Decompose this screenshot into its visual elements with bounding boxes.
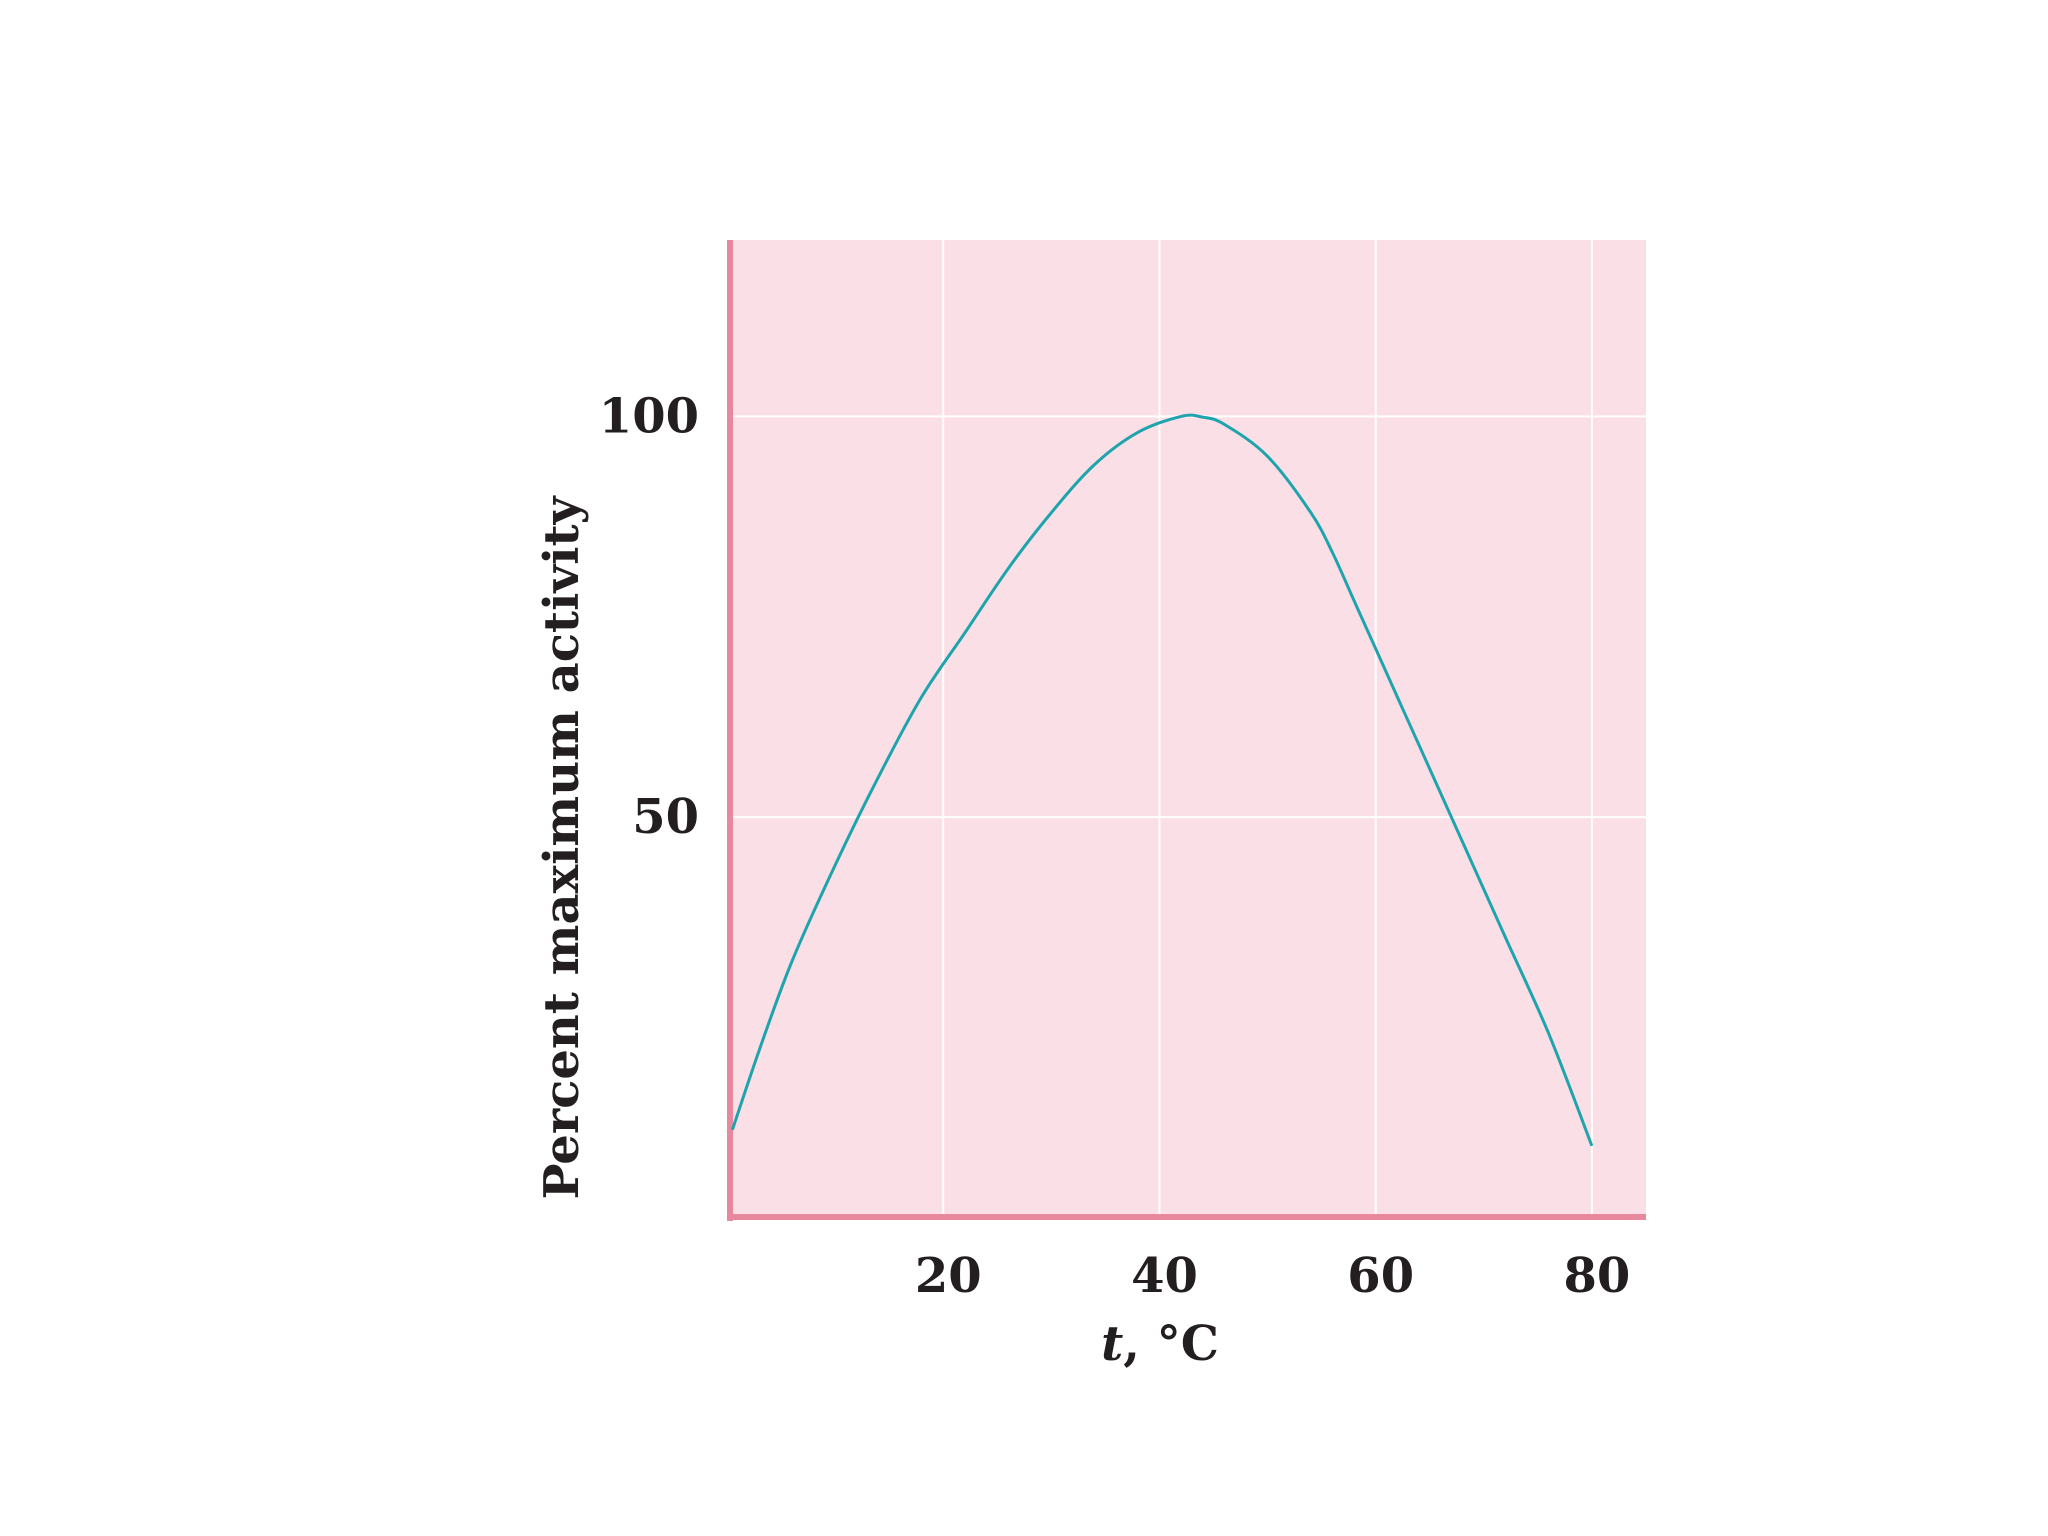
x-axis-title-unit: , °C [1123, 1316, 1219, 1372]
x-tick-label: 80 [1564, 1248, 1631, 1304]
x-axis-title: t, °C [1101, 1316, 1219, 1372]
y-axis-title: Percent maximum activity [534, 494, 590, 1199]
x-tick-label: 60 [1347, 1248, 1414, 1304]
plot-background [727, 240, 1646, 1218]
y-tick-label: 50 [632, 789, 699, 845]
y-tick-labels: 50 100 [599, 388, 699, 845]
activity-curve [730, 413, 1594, 1147]
axes [727, 240, 1646, 1221]
x-tick-label: 20 [915, 1248, 982, 1304]
x-tick-label: 40 [1131, 1248, 1198, 1304]
x-tick-labels: 20 40 60 80 [915, 1248, 1631, 1304]
y-tick-label: 100 [599, 388, 699, 444]
x-axis-title-variable: t [1101, 1316, 1123, 1372]
